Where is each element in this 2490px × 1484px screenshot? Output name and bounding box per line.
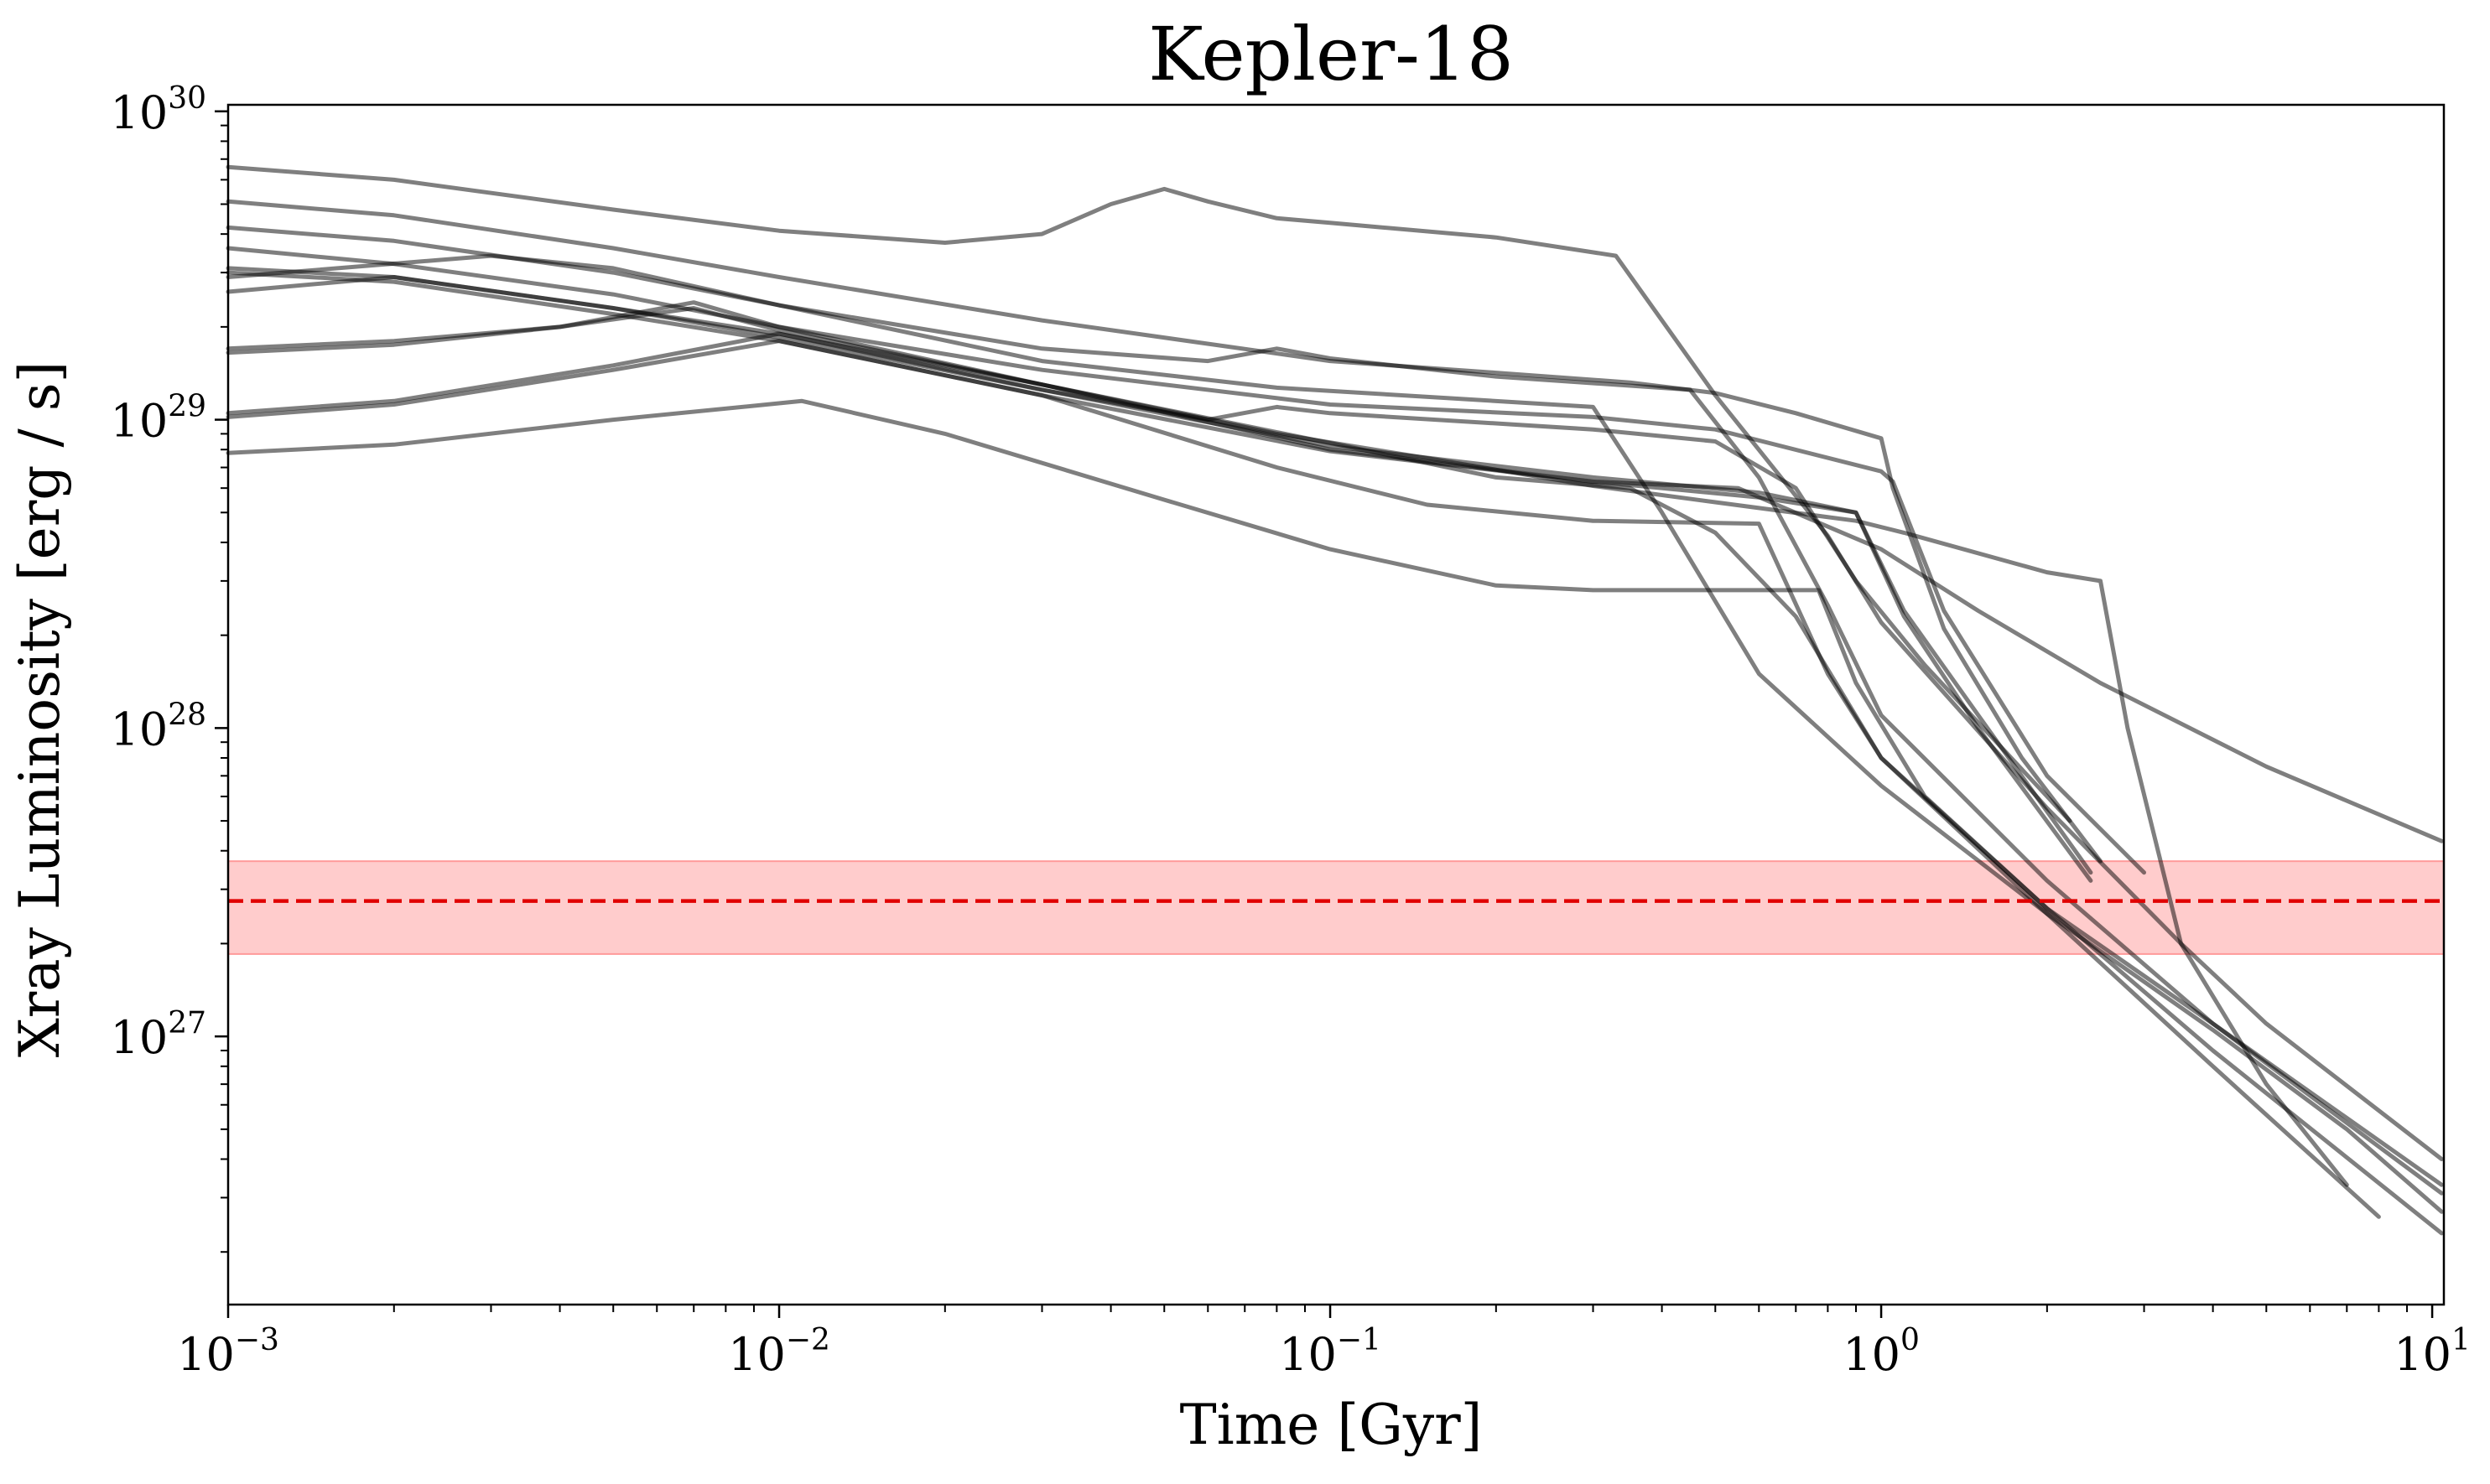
x-tick-label: 10−2: [728, 1323, 830, 1381]
x-tick-label: 101: [2394, 1323, 2471, 1381]
series-line-13: [226, 398, 2444, 1196]
series-line-11: [226, 331, 2444, 843]
y-tick-label: 1028: [110, 698, 206, 755]
series-line-2: [226, 199, 2103, 864]
x-axis-label: Time [Gyr]: [1180, 1393, 1483, 1457]
series-line-3: [226, 225, 2444, 1187]
y-axis-label: Xray Luminosity [erg / s]: [8, 361, 72, 1058]
plot-area: 10−3 10−2 10−1 100 101 1027 1028 1029 1030: [110, 81, 2470, 1381]
x-tick-label: 10−3: [177, 1323, 279, 1381]
y-tick-label: 1029: [110, 390, 206, 448]
chart-title: Kepler-18: [1148, 11, 1514, 97]
series-line-10: [226, 306, 2381, 1219]
y-tick-label: 1027: [110, 1006, 206, 1064]
series-line-7: [226, 253, 2444, 1214]
x-tick-label: 10−1: [1279, 1323, 1381, 1381]
series-line-9: [226, 300, 2349, 1187]
x-tick-label: 100: [1843, 1323, 1920, 1381]
y-tick-label: 1030: [110, 81, 206, 139]
axes-frame: [226, 103, 2446, 1306]
series-line-4: [226, 246, 2146, 875]
